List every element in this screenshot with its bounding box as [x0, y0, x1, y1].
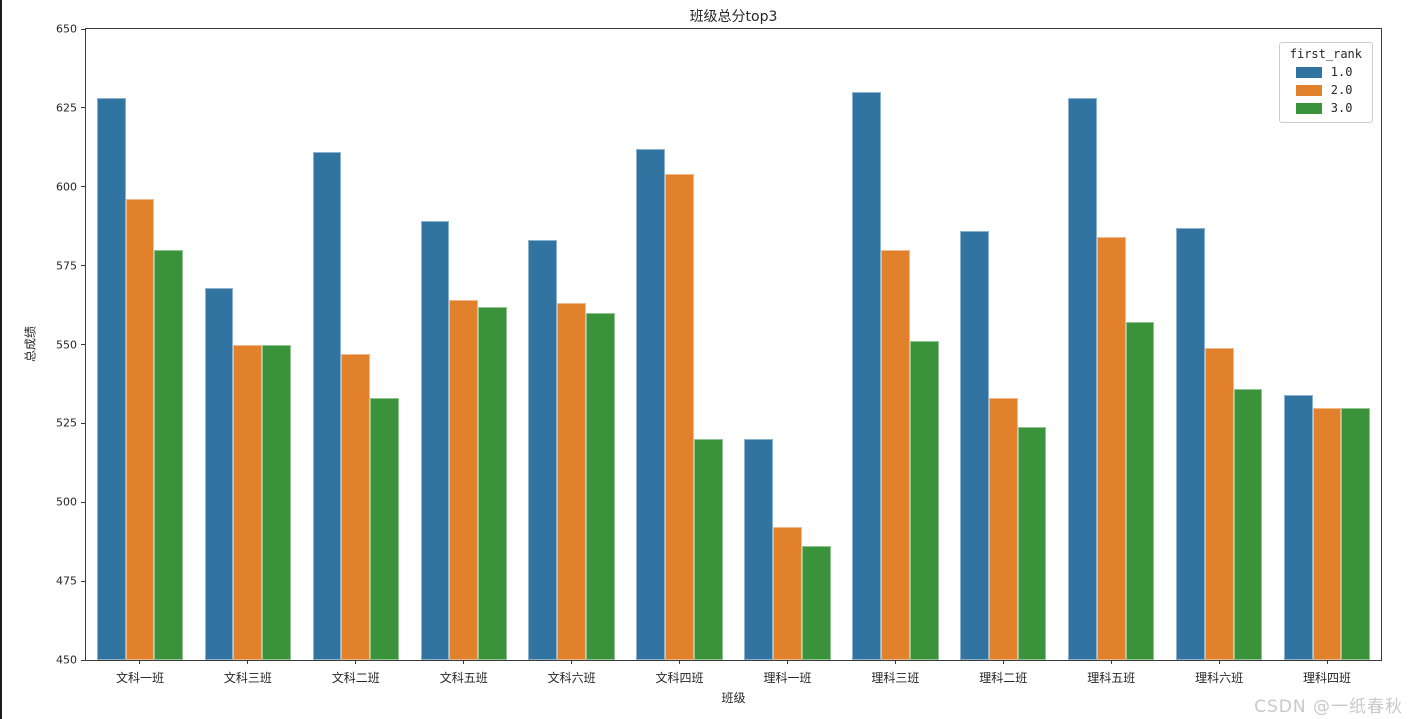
- y-tick-label: 575: [56, 259, 77, 273]
- bar-1.0-理科五班: [1068, 98, 1097, 660]
- x-tick-label: 理科三班: [871, 671, 920, 685]
- bar-1.0-文科二班: [312, 152, 342, 660]
- bar-3.0-理科一班: [801, 546, 831, 660]
- bar-2.0-理科四班: [1312, 407, 1342, 660]
- legend-title: first_rank: [1289, 47, 1362, 61]
- plot-area: first_rank 1.0 2.0 3.0 450 475 500 525 550 575 6…: [56, 23, 1382, 685]
- bar-2.0-理科一班: [773, 527, 802, 660]
- x-tick-label: 理科五班: [1087, 671, 1136, 685]
- x-tick-label: 文科一班: [115, 671, 164, 685]
- y-tick-label: 550: [56, 338, 77, 351]
- bar-3.0-文科五班: [478, 306, 507, 660]
- x-tick-mark: [1110, 660, 1112, 664]
- legend-entry: 3.0: [1290, 101, 1362, 115]
- watermark: CSDN @一纸春秋: [1254, 697, 1403, 717]
- y-tick-label: 450: [56, 653, 77, 667]
- y-tick-label: 500: [56, 495, 77, 509]
- y-tick-mark: [81, 265, 85, 267]
- x-tick-mark: [1002, 660, 1004, 664]
- bar-2.0-文科六班: [557, 303, 586, 660]
- y-tick-mark: [81, 344, 85, 345]
- y-tick-mark: [81, 422, 85, 424]
- legend-swatch-3.0: [1295, 102, 1322, 114]
- bar-1.0-理科四班: [1283, 394, 1313, 660]
- y-tick-mark: [81, 501, 85, 503]
- x-tick-mark: [1218, 660, 1220, 664]
- bar-3.0-文科一班: [154, 249, 184, 660]
- bar-2.0-文科二班: [341, 353, 371, 660]
- y-tick-mark: [81, 580, 85, 582]
- x-tick-label: 理科一班: [763, 671, 812, 685]
- legend-entry: 1.0: [1290, 65, 1362, 79]
- legend-swatch-1.0: [1295, 66, 1322, 78]
- legend-entry-label: 3.0: [1330, 101, 1353, 115]
- y-tick-mark: [81, 107, 85, 109]
- bar-3.0-理科五班: [1125, 322, 1155, 660]
- bar-1.0-文科六班: [528, 240, 558, 660]
- bar-1.0-文科一班: [96, 98, 126, 660]
- legend: first_rank 1.0 2.0 3.0: [1278, 42, 1373, 123]
- bar-1.0-理科二班: [960, 230, 989, 660]
- bar-3.0-文科三班: [262, 344, 292, 660]
- bar-3.0-理科六班: [1233, 388, 1263, 660]
- y-tick-label: 625: [56, 101, 77, 115]
- x-tick-mark: [247, 660, 249, 664]
- bar-1.0-文科三班: [204, 287, 234, 660]
- legend-entry-label: 2.0: [1330, 83, 1353, 97]
- bar-2.0-理科五班: [1096, 237, 1126, 660]
- y-tick-mark: [81, 186, 85, 188]
- x-tick-label: 理科四班: [1303, 671, 1352, 685]
- x-tick-label: 文科五班: [439, 671, 488, 685]
- x-tick-mark: [463, 660, 465, 664]
- x-tick-label: 理科二班: [979, 671, 1028, 685]
- chart-title: 班级总分top3: [689, 9, 778, 25]
- x-tick-mark: [786, 660, 788, 664]
- x-tick-label: 文科三班: [223, 671, 272, 685]
- bar-2.0-文科三班: [233, 344, 263, 660]
- x-tick-mark: [571, 660, 573, 664]
- bar-1.0-文科五班: [420, 221, 450, 660]
- x-tick-mark: [894, 660, 896, 664]
- bar-3.0-理科二班: [1017, 426, 1047, 660]
- y-tick-label: 525: [56, 416, 77, 430]
- x-tick-mark: [139, 660, 141, 664]
- y-tick-mark: [81, 28, 85, 30]
- bar-1.0-理科一班: [744, 439, 774, 660]
- y-tick-mark: [81, 659, 85, 661]
- y-tick-label: 650: [56, 22, 77, 36]
- x-axis-title: 班级: [721, 691, 746, 705]
- bar-3.0-理科三班: [909, 341, 939, 660]
- bar-1.0-理科三班: [852, 92, 881, 660]
- x-tick-mark: [679, 660, 681, 664]
- legend-entry-label: 1.0: [1330, 65, 1353, 79]
- x-tick-label: 文科二班: [331, 671, 380, 685]
- x-tick-label: 文科四班: [655, 671, 704, 685]
- bar-1.0-理科六班: [1175, 227, 1205, 660]
- bar-2.0-文科四班: [665, 174, 694, 660]
- bar-1.0-文科四班: [636, 148, 666, 660]
- legend-entry: 2.0: [1290, 83, 1362, 97]
- x-tick-label: 理科六班: [1195, 671, 1244, 685]
- window-left-edge: [0, 0, 2, 719]
- bar-3.0-文科二班: [370, 398, 399, 660]
- x-tick-mark: [1326, 660, 1328, 664]
- bar-2.0-文科一班: [125, 199, 155, 660]
- bar-2.0-文科五班: [449, 300, 479, 660]
- bar-3.0-文科六班: [586, 312, 615, 660]
- x-tick-label: 文科六班: [547, 671, 596, 685]
- y-axis-title: 总成绩: [23, 325, 38, 363]
- y-tick-label: 600: [56, 180, 77, 194]
- bar-2.0-理科二班: [988, 398, 1018, 660]
- bar-2.0-理科六班: [1204, 347, 1234, 660]
- x-tick-mark: [355, 660, 357, 664]
- y-tick-label: 475: [56, 574, 77, 588]
- bar-2.0-理科三班: [880, 249, 910, 660]
- bar-3.0-理科四班: [1341, 407, 1371, 660]
- bar-3.0-文科四班: [693, 439, 723, 660]
- legend-swatch-2.0: [1295, 84, 1322, 96]
